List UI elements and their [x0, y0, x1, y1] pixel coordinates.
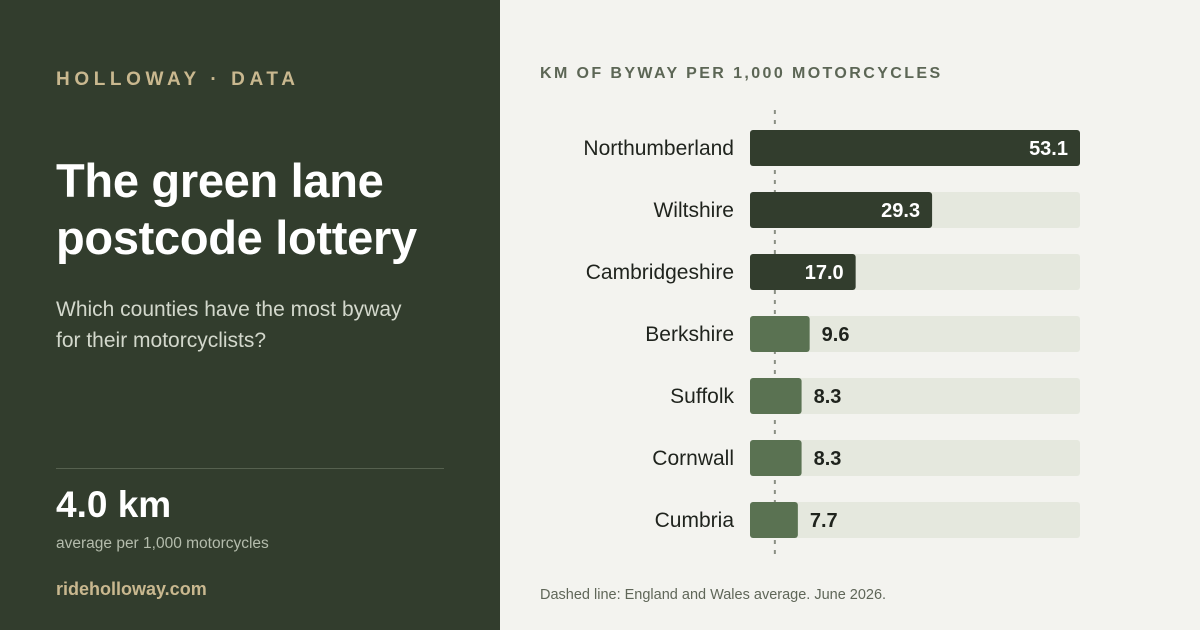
value-label: 53.1: [1029, 138, 1068, 160]
value-label: 8.3: [814, 386, 842, 408]
bar-chart: Northumberland 53.1 Wiltshire 29.3 Cambridge…: [583, 110, 1080, 558]
category-label: Wiltshire: [653, 199, 734, 222]
bar-track: [750, 440, 1080, 476]
brand-label: HOLLOWAY · DATA: [56, 69, 300, 90]
value-label: 7.7: [810, 510, 838, 532]
website-link[interactable]: rideholloway.com: [56, 579, 207, 599]
divider: [56, 468, 444, 469]
chart-footnote: Dashed line: England and Wales average. …: [540, 587, 887, 603]
category-label: Cumbria: [655, 509, 735, 532]
intro-panel: HOLLOWAY · DATA The green lane postcode …: [0, 0, 500, 630]
bar: [750, 502, 798, 538]
bar-track: [750, 502, 1080, 538]
category-label: Cambridgeshire: [586, 261, 734, 284]
page-subtitle: Which counties have the most byway for t…: [56, 298, 402, 352]
bar: [750, 130, 1080, 166]
bar: [750, 254, 856, 290]
value-label: 17.0: [805, 262, 844, 284]
average-stat-label: average per 1,000 motorcycles: [56, 535, 269, 552]
bar: [750, 440, 802, 476]
bar-track: [750, 316, 1080, 352]
category-label: Berkshire: [645, 323, 734, 346]
value-label: 8.3: [814, 448, 842, 470]
category-label: Suffolk: [670, 385, 734, 408]
chart-title: KM OF BYWAY PER 1,000 MOTORCYCLES: [540, 65, 943, 82]
bar: [750, 378, 802, 414]
value-label: 29.3: [881, 200, 920, 222]
category-label: Cornwall: [652, 447, 734, 470]
bar-track: [750, 378, 1080, 414]
bar: [750, 316, 810, 352]
bar: [750, 192, 933, 228]
category-label: Northumberland: [583, 137, 734, 160]
value-label: 9.6: [822, 324, 850, 346]
page-title: The green lane postcode lottery: [56, 154, 417, 264]
average-stat-value: 4.0 km: [56, 484, 172, 525]
